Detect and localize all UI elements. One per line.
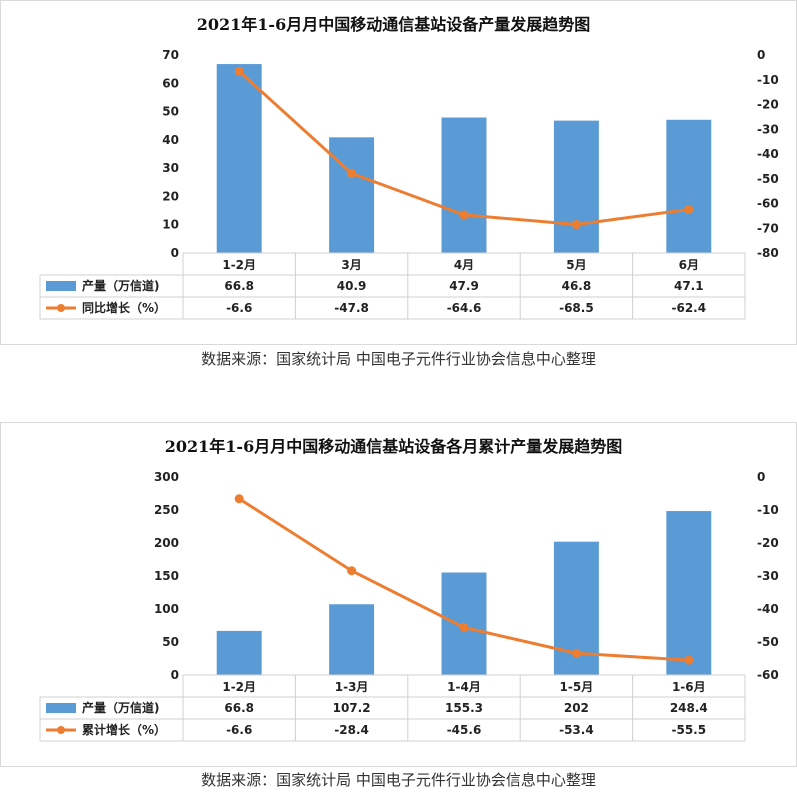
table-value: -47.8 bbox=[334, 301, 369, 315]
table-value: 202 bbox=[564, 701, 589, 715]
y-left-tick-label: 200 bbox=[154, 536, 179, 550]
category-label: 1-6月 bbox=[672, 680, 706, 694]
legend-series-name: 同比增长（%） bbox=[82, 300, 166, 315]
growth-point bbox=[234, 494, 244, 504]
table-value: -45.6 bbox=[447, 723, 482, 737]
source-note-monthly: 数据来源：国家统计局 中国电子元件行业协会信息中心整理 bbox=[201, 350, 596, 368]
legend-series-name: 产量（万信道) bbox=[82, 278, 160, 293]
y-right-tick-label: -60 bbox=[757, 197, 779, 211]
y-left-tick-label: 40 bbox=[162, 133, 179, 147]
y-left-tick-label: 10 bbox=[162, 218, 179, 232]
table-value: 47.9 bbox=[449, 279, 479, 293]
legend-series-name: 累计增长（%） bbox=[82, 722, 166, 737]
bar bbox=[216, 64, 262, 254]
chart-title: 2021年1-6月月中国移动通信基站设备各月累计产量发展趋势图 bbox=[165, 437, 622, 456]
legend-swatch-marker bbox=[57, 726, 65, 734]
y-right-tick-label: 0 bbox=[757, 470, 765, 484]
table-value: -28.4 bbox=[334, 723, 369, 737]
category-label: 3月 bbox=[341, 258, 361, 272]
chart-frame bbox=[0, 0, 797, 345]
table-value: -64.6 bbox=[447, 301, 482, 315]
y-left-tick-label: 50 bbox=[162, 105, 179, 119]
legend-swatch-bar bbox=[46, 281, 76, 291]
y-left-tick-label: 0 bbox=[171, 668, 179, 682]
table-value: -6.6 bbox=[226, 301, 252, 315]
table-value: -53.4 bbox=[559, 723, 594, 737]
table-value: 47.1 bbox=[674, 279, 704, 293]
growth-point bbox=[571, 220, 581, 230]
chart-panel-cumulative: 2021年1-6月月中国移动通信基站设备各月累计产量发展趋势图 0 50 100 150… bbox=[0, 422, 797, 771]
y-left-tick-label: 50 bbox=[162, 635, 179, 649]
y-right-tick-label: 0 bbox=[757, 48, 765, 62]
category-label: 6月 bbox=[679, 258, 699, 272]
legend-series-name: 产量（万信道) bbox=[82, 700, 160, 715]
y-right-tick-label: -10 bbox=[757, 73, 779, 87]
category-label: 1-3月 bbox=[335, 680, 369, 694]
y-left-tick-label: 30 bbox=[162, 161, 179, 175]
y-right-tick-label: -30 bbox=[757, 569, 779, 583]
table-value: 46.8 bbox=[562, 279, 592, 293]
legend-swatch-marker bbox=[57, 304, 65, 312]
y-left-tick-label: 100 bbox=[154, 602, 179, 616]
table-value: 66.8 bbox=[224, 279, 254, 293]
bar bbox=[666, 511, 712, 675]
table-value: -6.6 bbox=[226, 723, 252, 737]
category-label: 1-4月 bbox=[447, 680, 481, 694]
y-right-tick-label: -40 bbox=[757, 602, 779, 616]
bar bbox=[553, 120, 599, 253]
y-left-tick-label: 60 bbox=[162, 76, 179, 90]
y-right-tick-label: -20 bbox=[757, 536, 779, 550]
y-left-tick-label: 250 bbox=[154, 503, 179, 517]
table-value: 66.8 bbox=[224, 701, 254, 715]
table-value: 40.9 bbox=[337, 279, 367, 293]
table-value: -55.5 bbox=[672, 723, 707, 737]
growth-point bbox=[459, 622, 469, 632]
source-note-cumulative: 数据来源：国家统计局 中国电子元件行业协会信息中心整理 bbox=[201, 771, 596, 789]
growth-point bbox=[347, 168, 357, 178]
y-right-tick-label: -20 bbox=[757, 98, 779, 112]
category-label: 5月 bbox=[566, 258, 586, 272]
category-label: 4月 bbox=[454, 258, 474, 272]
y-left-tick-label: 300 bbox=[154, 470, 179, 484]
table-value: -62.4 bbox=[672, 301, 707, 315]
growth-point bbox=[234, 66, 244, 76]
category-label: 1-2月 bbox=[222, 680, 256, 694]
bar bbox=[329, 137, 375, 253]
bar bbox=[441, 117, 487, 253]
growth-point bbox=[459, 210, 469, 220]
table-value: 155.3 bbox=[445, 701, 483, 715]
table-value: -68.5 bbox=[559, 301, 594, 315]
bar bbox=[329, 604, 375, 675]
y-right-tick-label: -70 bbox=[757, 221, 779, 235]
growth-point bbox=[347, 566, 357, 576]
category-label: 1-2月 bbox=[222, 258, 256, 272]
y-right-tick-label: -40 bbox=[757, 147, 779, 161]
chart-panel-monthly: 2021年1-6月月中国移动通信基站设备产量发展趋势图 0 10 20 30 40 50 60… bbox=[0, 0, 797, 349]
y-left-tick-label: 150 bbox=[154, 569, 179, 583]
growth-point bbox=[684, 655, 694, 665]
table-value: 248.4 bbox=[670, 701, 708, 715]
y-left-tick-label: 70 bbox=[162, 48, 179, 62]
growth-point bbox=[684, 204, 694, 214]
y-left-tick-label: 0 bbox=[171, 246, 179, 260]
y-right-tick-label: -10 bbox=[757, 503, 779, 517]
y-right-tick-label: -50 bbox=[757, 172, 779, 186]
y-right-tick-label: -60 bbox=[757, 668, 779, 682]
bar bbox=[666, 119, 712, 253]
legend-swatch-bar bbox=[46, 703, 76, 713]
chart-monthly: 2021年1-6月月中国移动通信基站设备产量发展趋势图 0 10 20 30 40 50 60… bbox=[0, 0, 797, 345]
table-value: 107.2 bbox=[333, 701, 371, 715]
category-label: 1-5月 bbox=[560, 680, 594, 694]
bar bbox=[216, 630, 262, 675]
y-right-tick-label: -50 bbox=[757, 635, 779, 649]
growth-point bbox=[571, 648, 581, 658]
chart-title: 2021年1-6月月中国移动通信基站设备产量发展趋势图 bbox=[197, 15, 590, 34]
y-right-tick-label: -80 bbox=[757, 246, 779, 260]
chart-cumulative: 2021年1-6月月中国移动通信基站设备各月累计产量发展趋势图 0 50 100 150… bbox=[0, 422, 797, 767]
y-left-tick-label: 20 bbox=[162, 189, 179, 203]
y-right-tick-label: -30 bbox=[757, 122, 779, 136]
